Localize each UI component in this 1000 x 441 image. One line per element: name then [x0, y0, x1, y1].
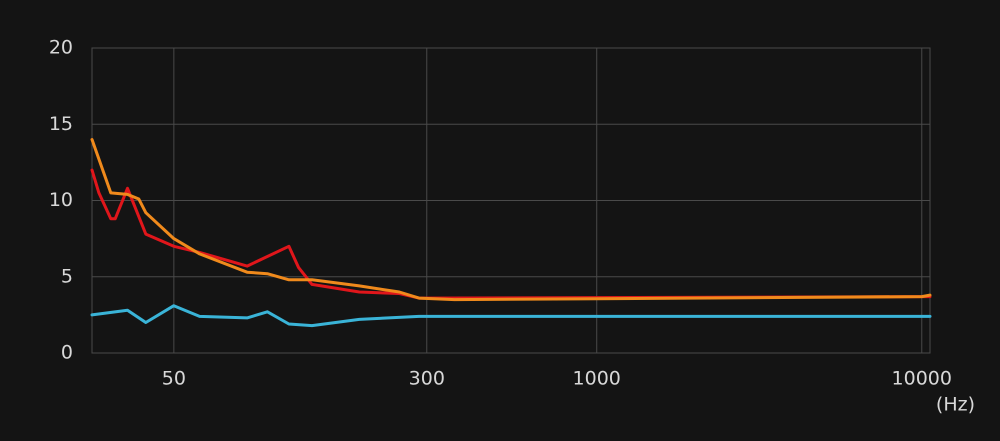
x-tick-label: 300 — [409, 368, 445, 390]
y-tick-label: 20 — [49, 37, 73, 59]
y-tick-label: 5 — [61, 265, 73, 287]
series-line — [90, 138, 932, 302]
x-tick-label: 10000 — [892, 368, 952, 390]
y-tick-label: 15 — [49, 113, 73, 135]
x-tick-label: 50 — [162, 368, 186, 390]
series-line — [90, 304, 932, 328]
x-tick-label: 1000 — [573, 368, 621, 390]
y-tick-label: 0 — [61, 342, 73, 364]
series-line — [90, 168, 932, 300]
x-axis-label: (Hz) — [936, 394, 975, 416]
y-tick-label: 10 — [49, 189, 73, 211]
